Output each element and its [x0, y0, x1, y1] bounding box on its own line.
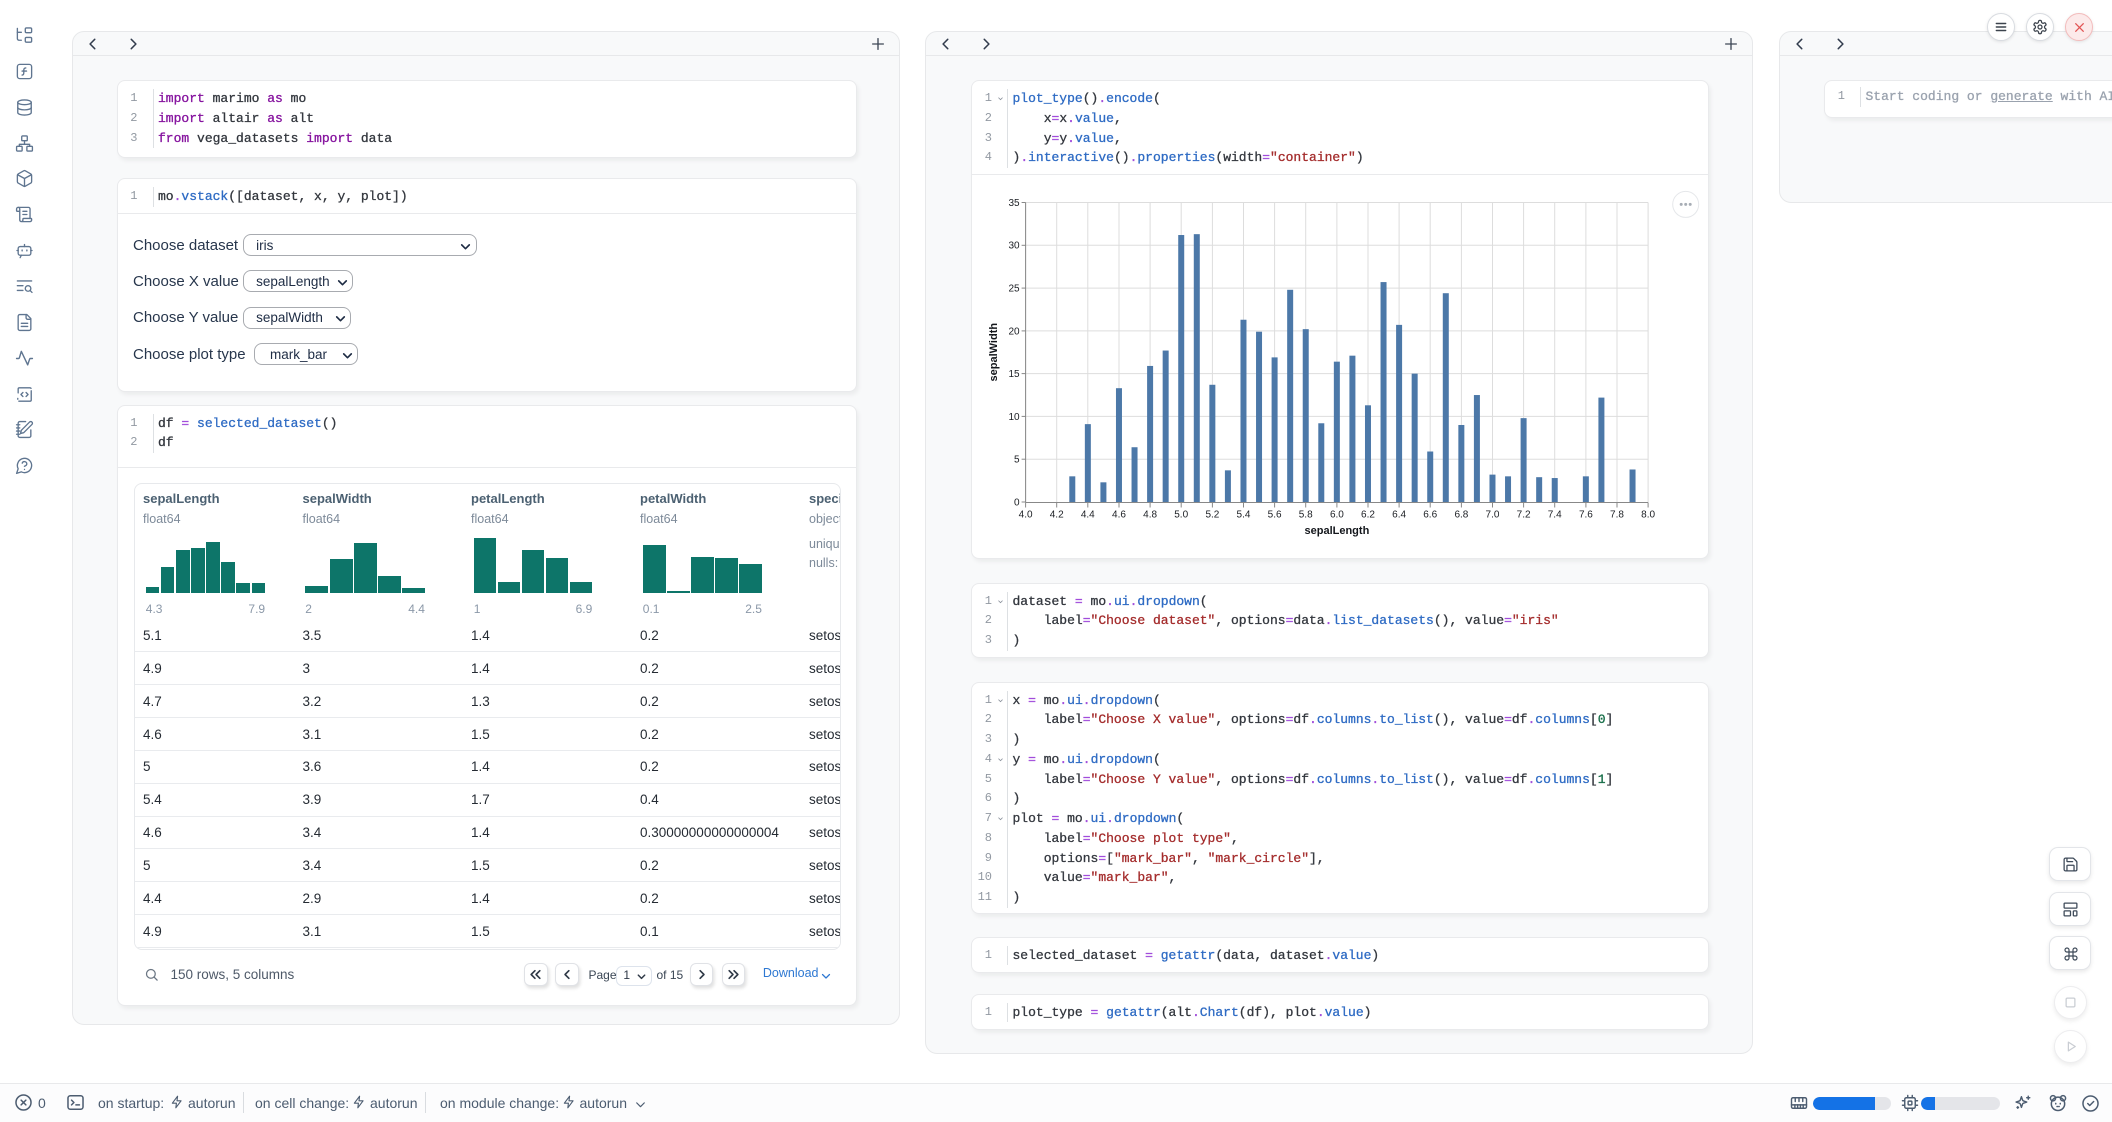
svg-text:30: 30	[1008, 241, 1020, 252]
svg-text:sepalLength: sepalLength	[1305, 525, 1370, 537]
svg-text:7.4: 7.4	[1548, 509, 1562, 520]
svg-text:5.6: 5.6	[1268, 509, 1282, 520]
svg-text:6.6: 6.6	[1423, 509, 1437, 520]
svg-text:0: 0	[1014, 497, 1020, 508]
svg-text:7.6: 7.6	[1579, 509, 1593, 520]
svg-text:5: 5	[1014, 455, 1020, 466]
svg-text:4.4: 4.4	[1081, 509, 1095, 520]
svg-text:5.4: 5.4	[1237, 509, 1251, 520]
svg-text:6.4: 6.4	[1392, 509, 1406, 520]
svg-text:5.8: 5.8	[1299, 509, 1313, 520]
svg-text:35: 35	[1008, 198, 1020, 209]
svg-text:4.0: 4.0	[1019, 509, 1033, 520]
svg-text:10: 10	[1008, 412, 1020, 423]
svg-text:20: 20	[1008, 326, 1020, 337]
svg-text:sepalWidth: sepalWidth	[988, 323, 1000, 382]
svg-text:4.8: 4.8	[1143, 509, 1157, 520]
svg-text:4.6: 4.6	[1112, 509, 1126, 520]
svg-text:25: 25	[1008, 284, 1020, 295]
svg-text:7.0: 7.0	[1486, 509, 1500, 520]
svg-text:6.2: 6.2	[1361, 509, 1375, 520]
svg-text:4.2: 4.2	[1050, 509, 1064, 520]
svg-text:5.2: 5.2	[1205, 509, 1219, 520]
svg-text:7.8: 7.8	[1610, 509, 1624, 520]
svg-text:8.0: 8.0	[1641, 509, 1655, 520]
svg-text:5.0: 5.0	[1174, 509, 1188, 520]
svg-text:15: 15	[1008, 369, 1020, 380]
svg-text:6.8: 6.8	[1454, 509, 1468, 520]
svg-text:6.0: 6.0	[1330, 509, 1344, 520]
svg-text:7.2: 7.2	[1517, 509, 1531, 520]
